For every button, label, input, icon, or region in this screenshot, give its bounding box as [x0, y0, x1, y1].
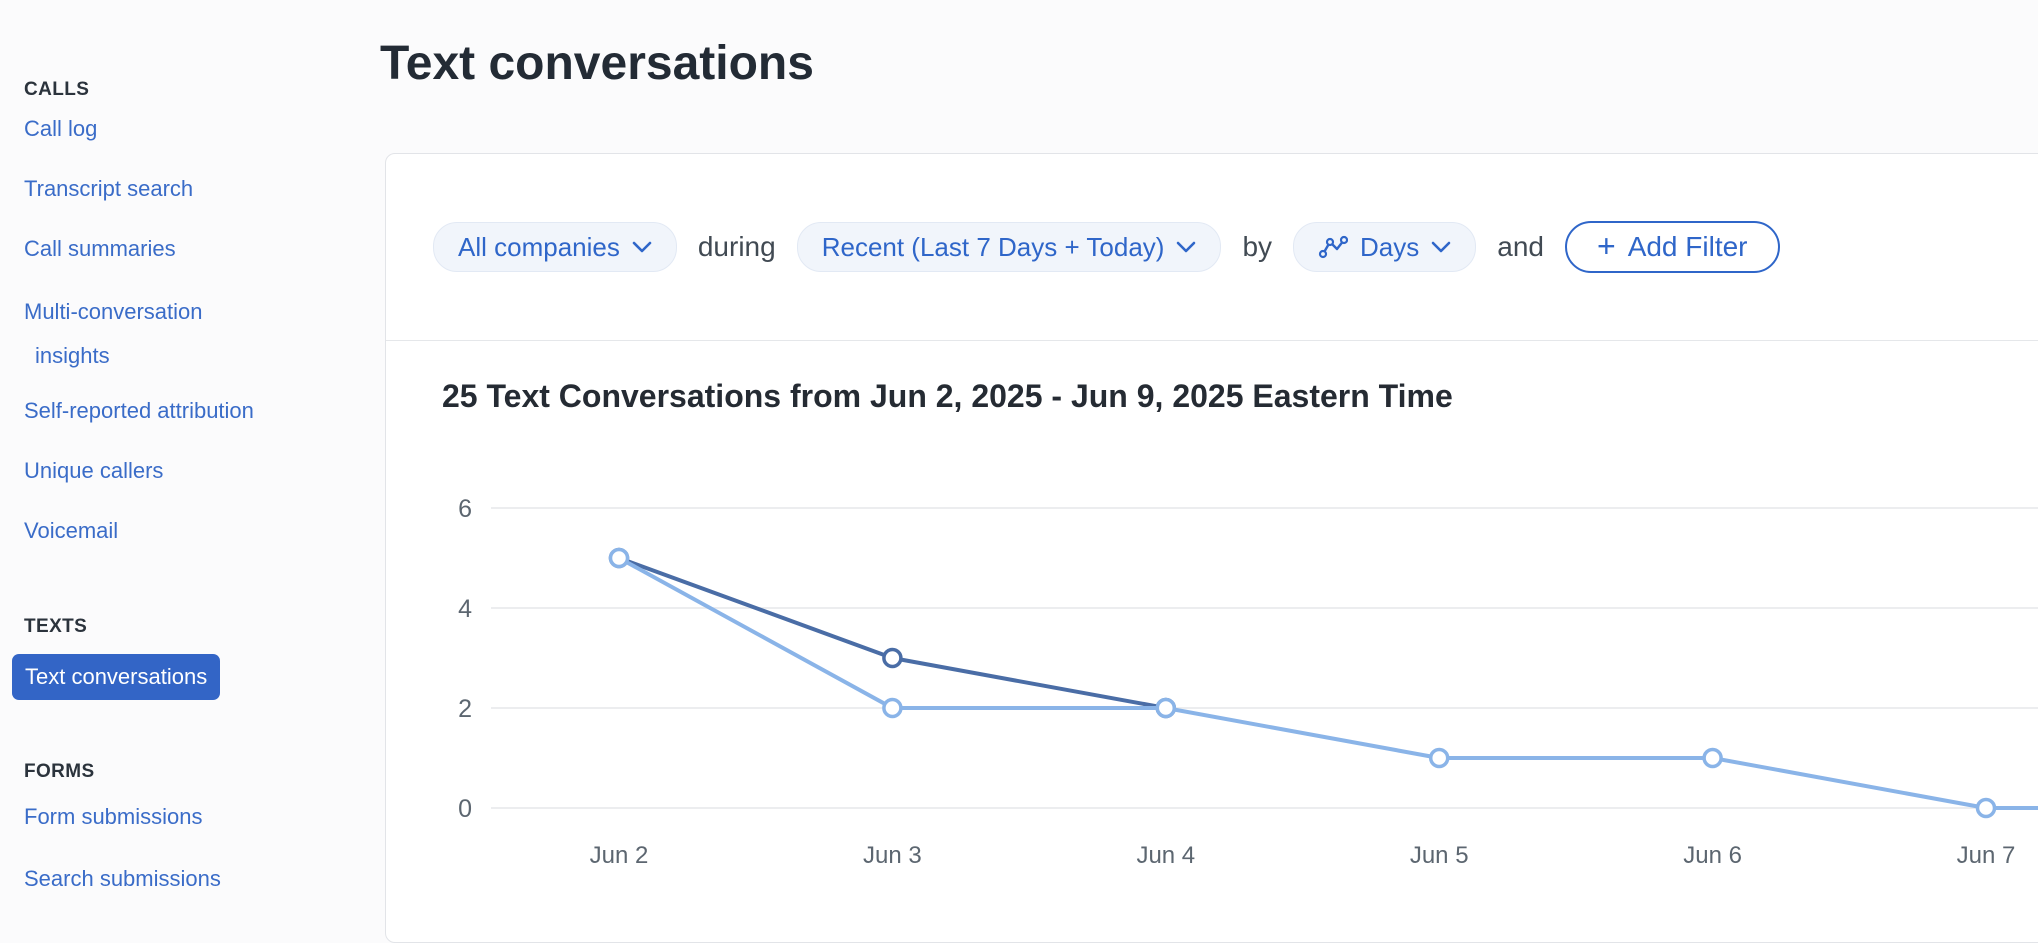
- chevron-down-icon: [632, 241, 652, 253]
- sidebar-section-texts: TEXTS: [24, 616, 88, 637]
- conjunction-during: during: [697, 231, 776, 262]
- sidebar-item-form-submissions[interactable]: Form submissions: [24, 804, 203, 829]
- dark-blue-series-point: [882, 647, 903, 669]
- y-axis-tick-label: 6: [458, 495, 472, 523]
- add-filter-label: Add Filter: [1627, 231, 1748, 262]
- dark-blue-series-line: [617, 556, 1168, 710]
- x-axis-tick-label: Jun 4: [1136, 842, 1195, 869]
- report-card: All companies during Recent (Last 7 Days…: [385, 153, 2038, 943]
- filter-bar: All companies during Recent (Last 7 Days…: [386, 154, 2038, 341]
- sidebar-item-unique-callers[interactable]: Unique callers: [24, 458, 164, 483]
- add-filter-button[interactable]: + Add Filter: [1565, 221, 1780, 273]
- sidebar-item-voicemail[interactable]: Voicemail: [24, 518, 119, 543]
- company-filter-dropdown[interactable]: All companies: [433, 222, 677, 272]
- x-axis-tick-label: Jun 5: [1410, 842, 1469, 869]
- sidebar-item-call-summaries[interactable]: Call summaries: [24, 236, 176, 261]
- plus-icon: +: [1597, 228, 1616, 264]
- light-blue-series-point: [1702, 747, 1723, 769]
- x-axis-tick-label: Jun 2: [590, 842, 649, 869]
- conjunction-and: and: [1497, 231, 1544, 262]
- x-axis-tick-label: Jun 3: [863, 842, 922, 869]
- date-range-label: Recent (Last 7 Days + Today): [821, 231, 1165, 262]
- x-axis-tick-label: Jun 6: [1683, 842, 1742, 869]
- page-title: Text conversations: [380, 37, 814, 90]
- sidebar-item-multi-conversation-insights[interactable]: Multi-conversation insights: [24, 299, 203, 368]
- sidebar-item-self-reported-attribution[interactable]: Self-reported attribution: [24, 398, 254, 423]
- x-axis-tick-label: Jun 7: [1957, 842, 2016, 869]
- conjunction-by: by: [1242, 231, 1273, 262]
- light-blue-series-point: [1155, 697, 1177, 719]
- sidebar-section-forms: FORMS: [24, 761, 95, 782]
- date-range-dropdown[interactable]: Recent (Last 7 Days + Today): [796, 222, 1222, 272]
- granularity-label: Days: [1360, 231, 1420, 262]
- light-blue-series-point: [1428, 747, 1450, 769]
- granularity-dropdown[interactable]: Days: [1293, 222, 1477, 272]
- company-filter-label: All companies: [458, 231, 620, 262]
- y-axis-tick-label: 0: [458, 795, 472, 823]
- text-conversations-line-chart: 0 2 4 6 Jun 2 Jun 3 Jun 4 Jun 5 Jun 6 Jun 7: [458, 495, 2038, 869]
- trend-icon: [1318, 235, 1349, 259]
- sidebar: CALLS Call log Transcript search Call su…: [0, 0, 385, 918]
- light-blue-series-line: [617, 556, 2038, 810]
- sidebar-item-search-submissions[interactable]: Search submissions: [24, 866, 221, 891]
- chevron-down-icon: [1431, 241, 1451, 253]
- sidebar-item-text-conversations[interactable]: Text conversations: [12, 654, 221, 700]
- chevron-down-icon: [1177, 241, 1196, 253]
- light-blue-series-point: [882, 697, 903, 719]
- light-blue-series-point: [1975, 797, 1997, 819]
- y-axis-tick-label: 2: [458, 695, 472, 723]
- chart-heading: 25 Text Conversations from Jun 2, 2025 -…: [442, 378, 1453, 414]
- light-blue-series-point: [608, 547, 630, 569]
- y-axis-tick-label: 4: [458, 595, 472, 623]
- sidebar-item-call-log[interactable]: Call log: [24, 116, 98, 141]
- sidebar-item-transcript-search[interactable]: Transcript search: [24, 176, 194, 201]
- sidebar-section-calls: CALLS: [24, 79, 90, 100]
